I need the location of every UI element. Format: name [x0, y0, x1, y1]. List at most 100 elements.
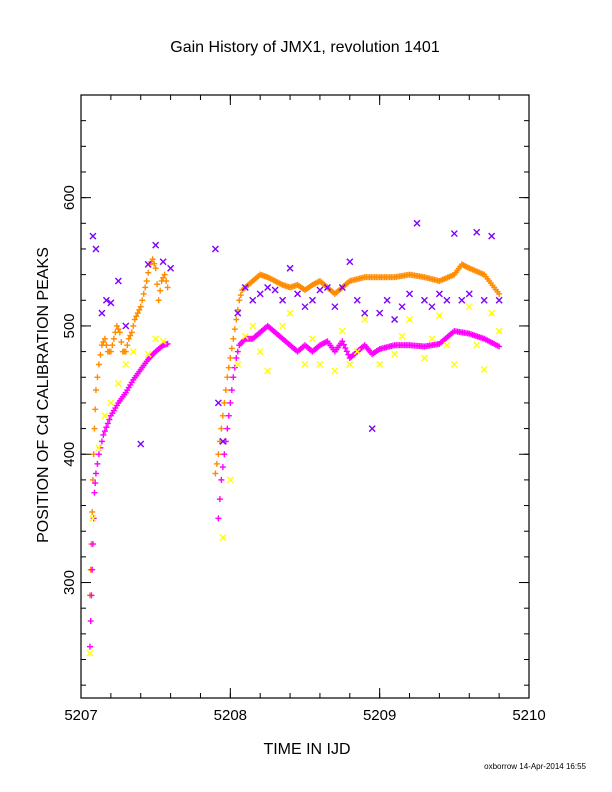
- data-point: [473, 341, 481, 349]
- data-point: [122, 360, 130, 368]
- data-point: [139, 297, 146, 304]
- data-point: [213, 460, 220, 467]
- data-point: [116, 329, 123, 336]
- data-point: [495, 296, 503, 304]
- data-point: [219, 534, 227, 542]
- data-point: [216, 496, 223, 503]
- data-point: [241, 283, 249, 291]
- data-point: [496, 343, 503, 350]
- data-point: [110, 335, 117, 342]
- data-point: [103, 342, 110, 349]
- data-point: [488, 309, 496, 317]
- data-point: [225, 412, 232, 419]
- data-point: [228, 387, 235, 394]
- data-point: [230, 335, 237, 342]
- data-point: [215, 451, 222, 458]
- data-point: [256, 290, 264, 298]
- data-point: [212, 470, 219, 477]
- data-point: [90, 451, 97, 458]
- x-axis-label: TIME IN IJD: [263, 741, 350, 758]
- data-point: [98, 309, 106, 317]
- data-point: [271, 286, 279, 294]
- data-point: [127, 332, 134, 339]
- data-point: [234, 348, 241, 355]
- data-point: [234, 360, 242, 368]
- data-point: [301, 303, 309, 311]
- data-point: [87, 618, 94, 625]
- data-point: [316, 360, 324, 368]
- data-point: [450, 230, 458, 238]
- data-point: [227, 399, 234, 406]
- data-point: [495, 327, 503, 335]
- data-point: [155, 297, 162, 304]
- data-point: [98, 438, 105, 445]
- data-point: [159, 258, 167, 266]
- data-point: [89, 514, 97, 522]
- data-point: [215, 515, 222, 522]
- data-point: [413, 219, 421, 227]
- data-point: [343, 348, 350, 355]
- data-point: [346, 360, 354, 368]
- series-layer: [86, 219, 503, 657]
- data-point: [391, 350, 399, 358]
- data-point: [465, 303, 473, 311]
- data-point: [308, 296, 316, 304]
- data-point: [488, 232, 496, 240]
- data-point: [100, 431, 107, 438]
- data-point: [152, 265, 159, 272]
- data-point: [95, 451, 102, 458]
- data-point: [163, 278, 170, 285]
- data-point: [151, 260, 158, 267]
- data-point: [218, 425, 225, 432]
- data-point: [286, 309, 294, 317]
- data-point: [226, 476, 234, 484]
- data-point: [129, 348, 137, 356]
- y-axis-label: POSITION OF Cd CALIBRATION PEAKS: [35, 247, 52, 543]
- data-point: [221, 399, 228, 406]
- data-point: [301, 360, 309, 368]
- data-point: [154, 281, 161, 288]
- data-point: [214, 399, 222, 407]
- data-point: [102, 296, 110, 304]
- data-point: [383, 296, 391, 304]
- x-tick-label: 5208: [214, 707, 247, 724]
- data-point: [234, 306, 241, 313]
- data-point: [92, 387, 99, 394]
- data-point: [376, 309, 384, 317]
- data-point: [103, 424, 110, 431]
- data-point: [122, 322, 130, 330]
- data-point: [89, 508, 96, 515]
- data-point: [316, 286, 324, 294]
- data-point: [219, 412, 226, 419]
- data-point: [224, 425, 231, 432]
- credit-line: oxborrow 14-Apr-2014 16:55: [484, 762, 586, 771]
- y-tick-label: 500: [61, 313, 78, 338]
- data-point: [107, 399, 115, 407]
- data-point: [338, 283, 346, 291]
- data-point: [106, 416, 113, 423]
- data-point: [279, 296, 287, 304]
- data-point: [101, 428, 108, 435]
- y-tick-label: 400: [61, 442, 78, 467]
- data-point: [115, 326, 122, 333]
- data-point: [107, 348, 114, 355]
- data-point: [113, 322, 120, 329]
- data-point: [211, 245, 219, 253]
- data-point: [391, 316, 399, 324]
- data-point: [218, 476, 225, 483]
- data-point: [256, 348, 264, 356]
- data-point: [237, 292, 244, 299]
- data-point: [496, 290, 503, 297]
- data-point: [406, 316, 414, 324]
- data-point: [89, 476, 96, 483]
- data-point: [92, 470, 99, 477]
- data-point: [286, 264, 294, 272]
- data-point: [236, 297, 243, 304]
- data-point: [144, 350, 152, 358]
- data-point: [331, 303, 339, 311]
- data-point: [339, 338, 346, 345]
- data-point: [361, 316, 369, 324]
- plot-frame: [80, 94, 530, 699]
- data-point: [86, 649, 94, 657]
- data-point: [95, 361, 102, 368]
